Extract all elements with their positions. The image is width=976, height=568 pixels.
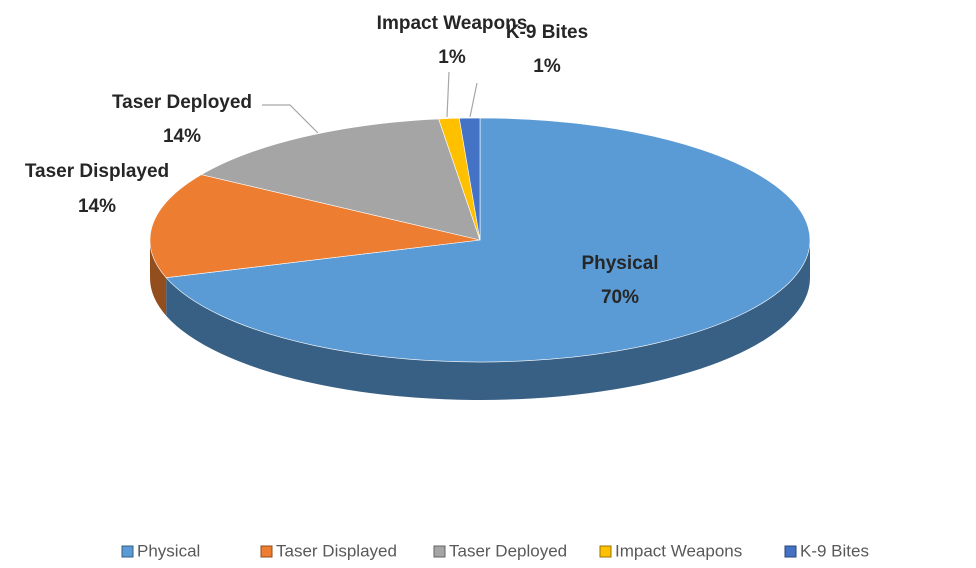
- legend-label: K-9 Bites: [800, 541, 869, 560]
- legend-label: Taser Displayed: [276, 541, 397, 560]
- slice-value-label: 14%: [163, 126, 201, 147]
- legend-swatch: [784, 545, 797, 558]
- legend-swatch: [260, 545, 273, 558]
- legend-swatch: [599, 545, 612, 558]
- pie-slice: [149, 174, 481, 279]
- slice-value-label: 70%: [601, 287, 639, 308]
- slice-value-label: 1%: [533, 56, 561, 77]
- leader-line: [262, 104, 319, 134]
- legend-label: Taser Deployed: [449, 541, 567, 560]
- slice-label: Taser Displayed: [25, 161, 169, 182]
- legend-swatch: [121, 545, 134, 558]
- slice-label: Impact Weapons: [377, 13, 528, 34]
- legend-label: Physical: [137, 541, 200, 560]
- pie-slice: [165, 117, 811, 363]
- pie-side: [150, 240, 167, 316]
- leader-line: [446, 71, 450, 118]
- pie-slice: [458, 117, 481, 241]
- slice-value-label: 14%: [78, 196, 116, 217]
- slice-value-label: 1%: [438, 47, 466, 68]
- leader-line: [469, 82, 478, 118]
- legend-label: Impact Weapons: [615, 541, 742, 560]
- slice-label: K-9 Bites: [506, 22, 588, 43]
- pie-slice: [200, 118, 481, 241]
- slice-label: Taser Deployed: [112, 92, 252, 113]
- legend-swatch: [433, 545, 446, 558]
- slice-label: Physical: [581, 253, 658, 274]
- pie-side: [166, 240, 810, 400]
